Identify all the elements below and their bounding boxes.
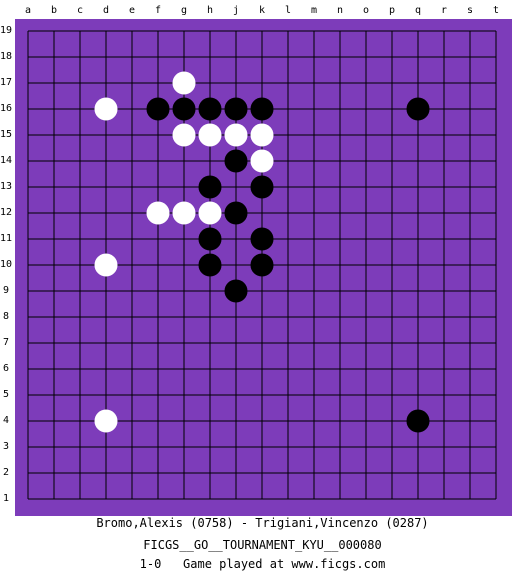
row-label: 11	[0, 233, 13, 244]
column-label: l	[284, 5, 292, 16]
black-stone	[224, 97, 248, 121]
row-label: 13	[0, 181, 13, 192]
row-label: 10	[0, 259, 13, 270]
white-stone	[172, 123, 196, 147]
column-label: r	[440, 5, 448, 16]
white-stone	[224, 123, 248, 147]
black-stone	[224, 201, 248, 225]
board-grid	[15, 19, 512, 516]
row-label: 4	[2, 415, 10, 426]
row-label: 1	[2, 493, 10, 504]
white-stone	[172, 201, 196, 225]
black-stone	[198, 175, 222, 199]
column-label: s	[466, 5, 474, 16]
go-board[interactable]	[15, 19, 512, 516]
white-stone	[146, 201, 170, 225]
row-label: 18	[0, 51, 13, 62]
black-stone	[406, 97, 430, 121]
row-label: 5	[2, 389, 10, 400]
row-label: 17	[0, 77, 13, 88]
column-label: o	[362, 5, 370, 16]
black-stone	[250, 253, 274, 277]
black-stone	[198, 253, 222, 277]
column-label: p	[388, 5, 396, 16]
black-stone	[146, 97, 170, 121]
column-label: n	[336, 5, 344, 16]
event-caption: FICGS__GO__TOURNAMENT_KYU__000080	[143, 538, 382, 552]
black-stone	[250, 175, 274, 199]
players-caption: Bromo,Alexis (0758) - Trigiani,Vincenzo …	[96, 516, 429, 530]
white-stone	[172, 71, 196, 95]
black-stone	[224, 149, 248, 173]
column-label: h	[206, 5, 214, 16]
white-stone	[94, 409, 118, 433]
white-stone	[198, 123, 222, 147]
black-stone	[172, 97, 196, 121]
black-stone	[250, 97, 274, 121]
white-stone	[198, 201, 222, 225]
column-label: g	[180, 5, 188, 16]
row-label: 8	[2, 311, 10, 322]
row-label: 15	[0, 129, 13, 140]
row-label: 14	[0, 155, 13, 166]
column-label: e	[128, 5, 136, 16]
column-label: k	[258, 5, 266, 16]
column-label: d	[102, 5, 110, 16]
black-stone	[198, 227, 222, 251]
column-label: t	[492, 5, 500, 16]
row-label: 6	[2, 363, 10, 374]
row-label: 9	[2, 285, 10, 296]
white-stone	[250, 149, 274, 173]
white-stone	[94, 97, 118, 121]
white-stone	[94, 253, 118, 277]
row-label: 12	[0, 207, 13, 218]
black-stone	[406, 409, 430, 433]
column-label: m	[310, 5, 318, 16]
column-label: j	[232, 5, 240, 16]
black-stone	[250, 227, 274, 251]
column-label: f	[154, 5, 162, 16]
column-label: a	[24, 5, 32, 16]
row-label: 3	[2, 441, 10, 452]
row-label: 19	[0, 25, 13, 36]
row-label: 16	[0, 103, 13, 114]
white-stone	[250, 123, 274, 147]
column-label: q	[414, 5, 422, 16]
result-caption: 1-0 Game played at www.ficgs.com	[139, 557, 386, 571]
row-label: 2	[2, 467, 10, 478]
row-label: 7	[2, 337, 10, 348]
black-stone	[224, 279, 248, 303]
black-stone	[198, 97, 222, 121]
column-label: b	[50, 5, 58, 16]
column-label: c	[76, 5, 84, 16]
